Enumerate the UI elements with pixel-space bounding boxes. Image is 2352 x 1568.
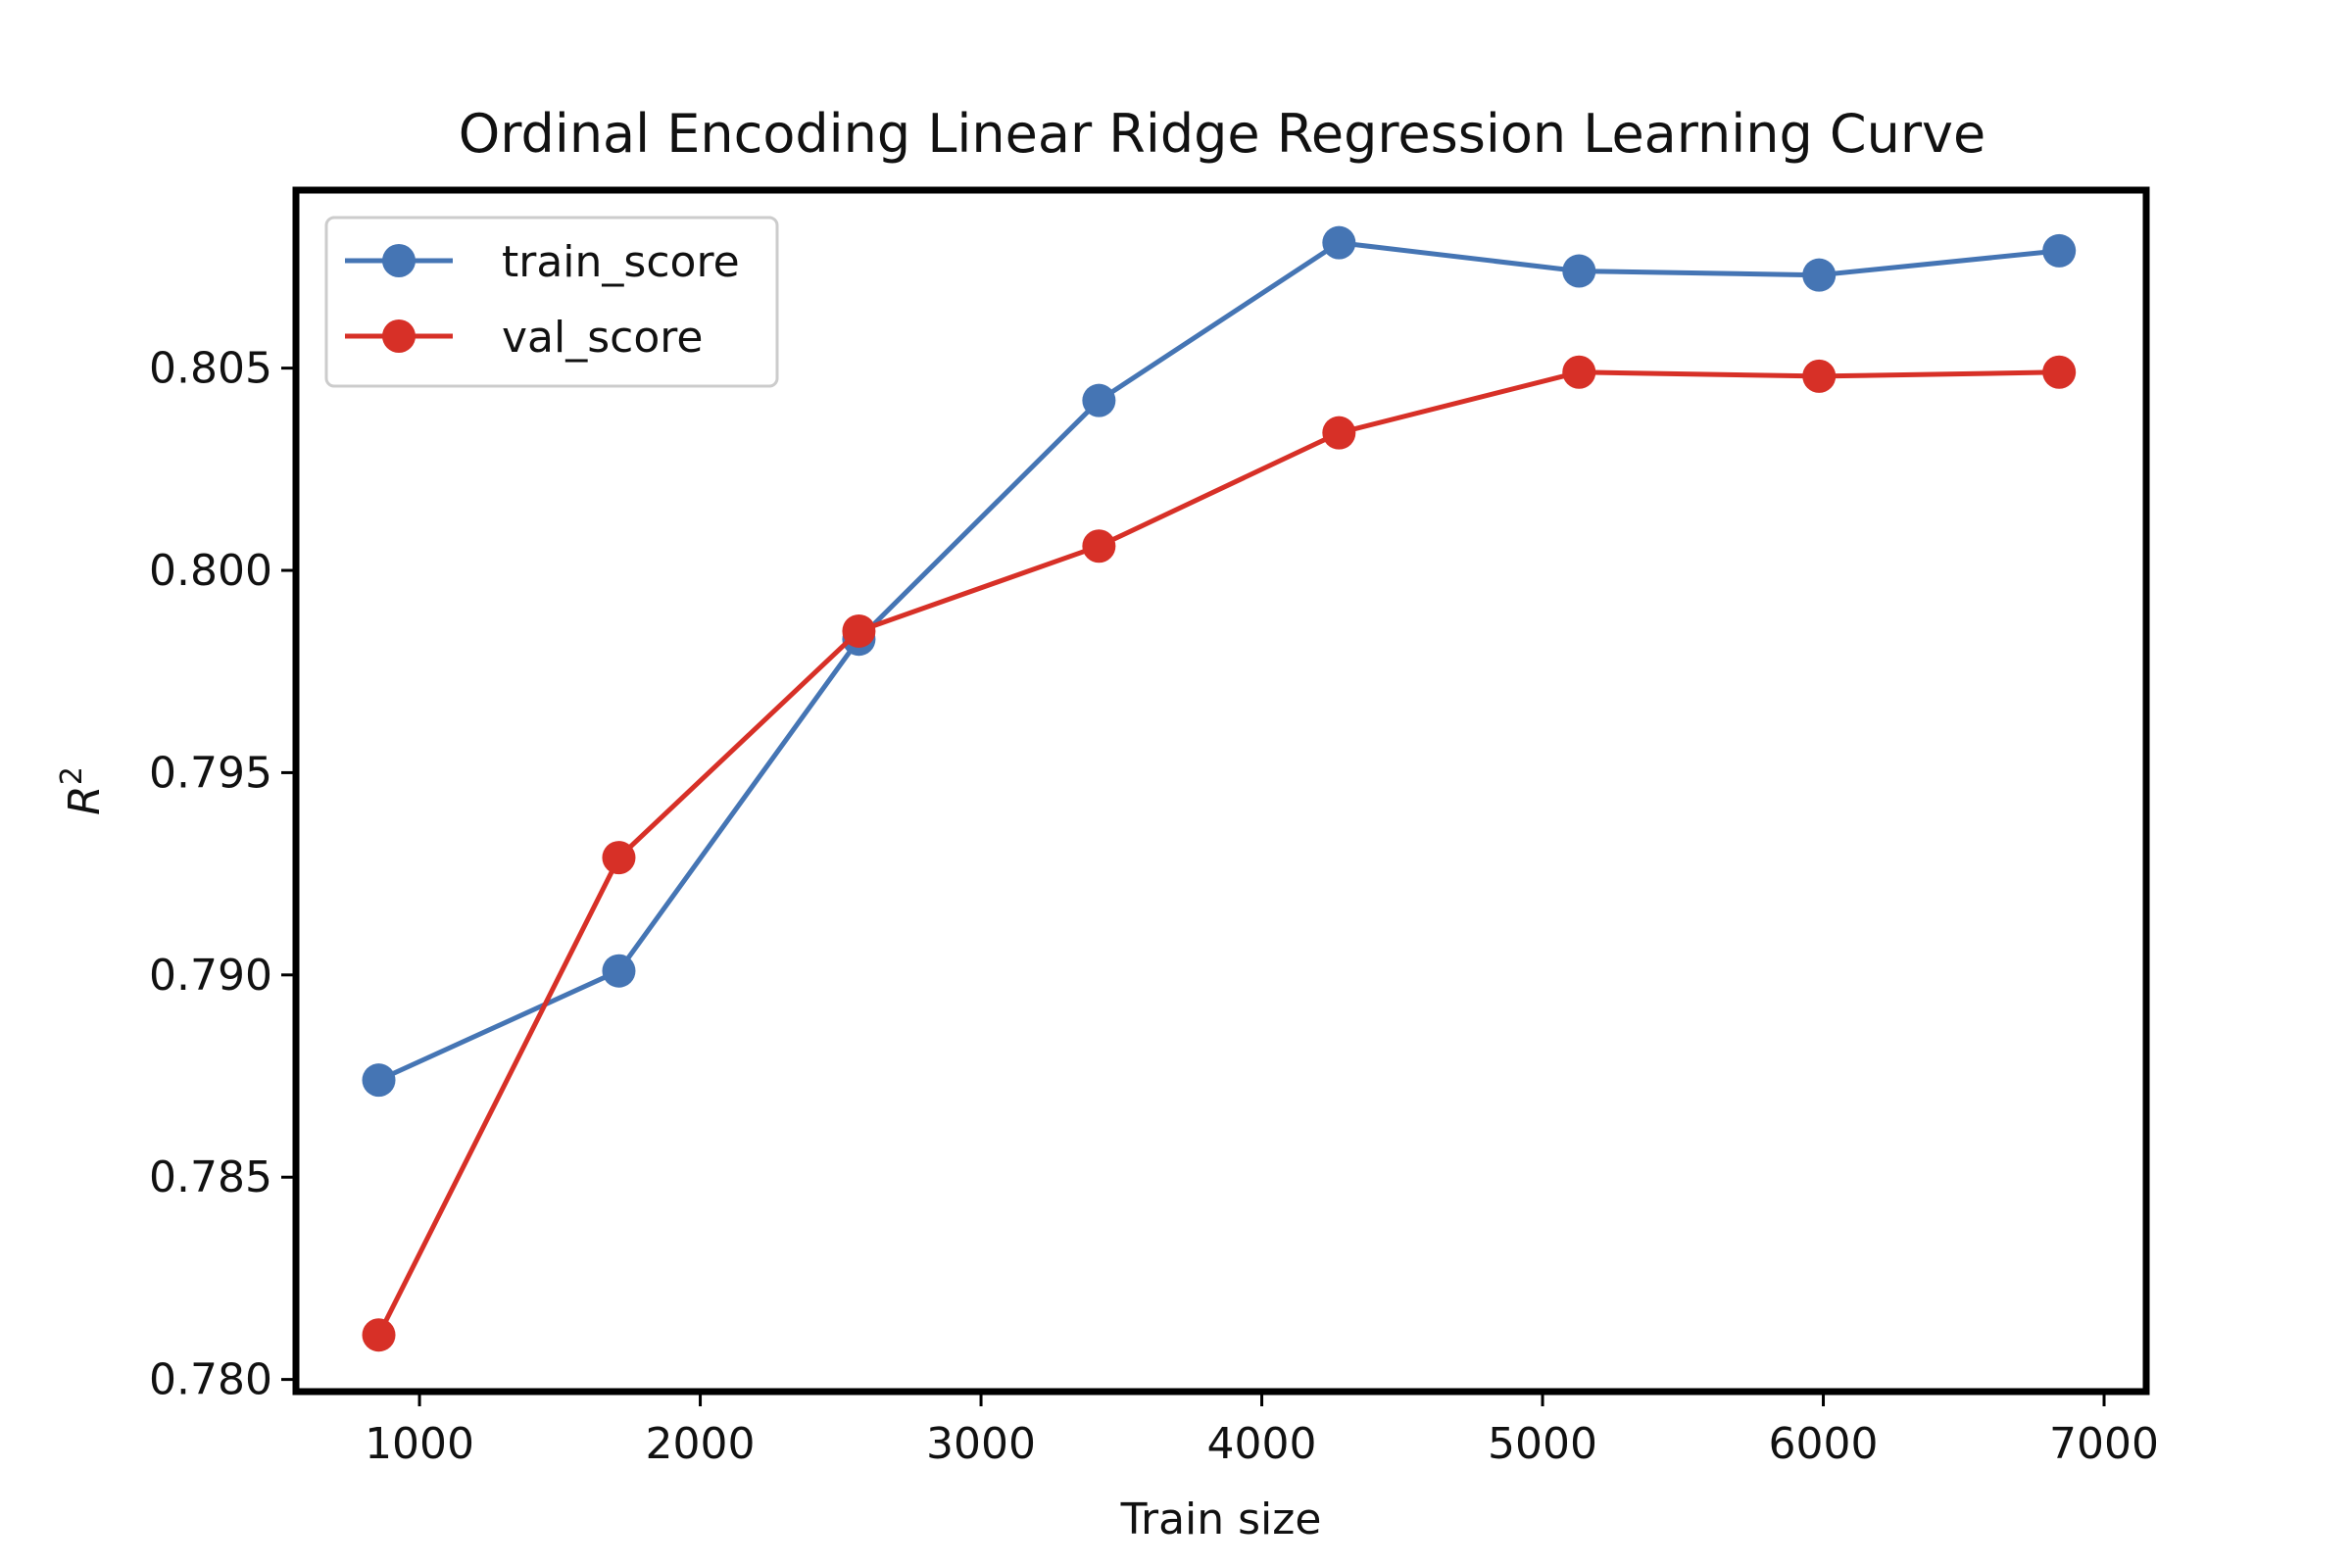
data-point-val <box>2042 355 2077 389</box>
data-point-train <box>1802 258 1837 292</box>
y-tick-label: 0.785 <box>149 1152 272 1202</box>
x-tick-label: 6000 <box>1769 1419 1879 1469</box>
legend: train_score val_score <box>324 216 779 388</box>
data-point-train <box>1562 254 1596 288</box>
series-line-train <box>377 240 2060 1083</box>
y-tick-label: 0.795 <box>149 748 272 798</box>
chart-title: Ordinal Encoding Linear Ridge Regression… <box>459 103 1985 165</box>
legend-marker-train <box>382 244 416 277</box>
series-val <box>362 355 2077 1352</box>
y-axis: 0.780 0.785 0.790 0.795 0.800 0.805 <box>149 344 293 1405</box>
data-point-val <box>1082 529 1116 564</box>
series-line-val <box>376 369 2060 1337</box>
x-tick-label: 2000 <box>646 1419 756 1469</box>
legend-label-train: train_score <box>502 237 740 287</box>
data-point-train <box>1082 383 1116 417</box>
data-point-val <box>842 613 876 648</box>
y-tick-label: 0.780 <box>149 1355 272 1405</box>
svg-text:R2: R2 <box>55 766 110 815</box>
y-axis-label-exponent: 2 <box>55 766 89 785</box>
data-point-val <box>602 841 636 875</box>
x-axis-label: Train size <box>1120 1494 1322 1544</box>
x-tick-label: 1000 <box>365 1419 474 1469</box>
data-point-val <box>362 1318 396 1352</box>
y-tick-label: 0.800 <box>149 546 272 596</box>
y-tick-label: 0.790 <box>149 951 272 1001</box>
y-tick-label: 0.805 <box>149 344 272 394</box>
data-point-train <box>602 954 636 988</box>
series-layer <box>362 225 2077 1352</box>
plot-frame <box>292 186 2150 1396</box>
x-tick-label: 5000 <box>1488 1419 1597 1469</box>
data-point-train <box>1322 225 1356 260</box>
x-tick-label: 4000 <box>1207 1419 1317 1469</box>
y-axis-label: R2 <box>55 766 110 815</box>
data-point-train <box>362 1063 396 1098</box>
data-point-val <box>1802 359 1837 393</box>
y-axis-label-base: R <box>60 785 110 815</box>
x-tick-label: 7000 <box>2049 1419 2159 1469</box>
legend-marker-val <box>382 319 416 353</box>
legend-label-val: val_score <box>502 313 703 363</box>
data-point-train <box>2042 233 2077 268</box>
data-point-val <box>1322 416 1356 450</box>
data-point-val <box>1562 355 1596 389</box>
x-axis: 1000 2000 3000 4000 5000 6000 7000 <box>365 1395 2159 1469</box>
x-tick-label: 3000 <box>926 1419 1036 1469</box>
